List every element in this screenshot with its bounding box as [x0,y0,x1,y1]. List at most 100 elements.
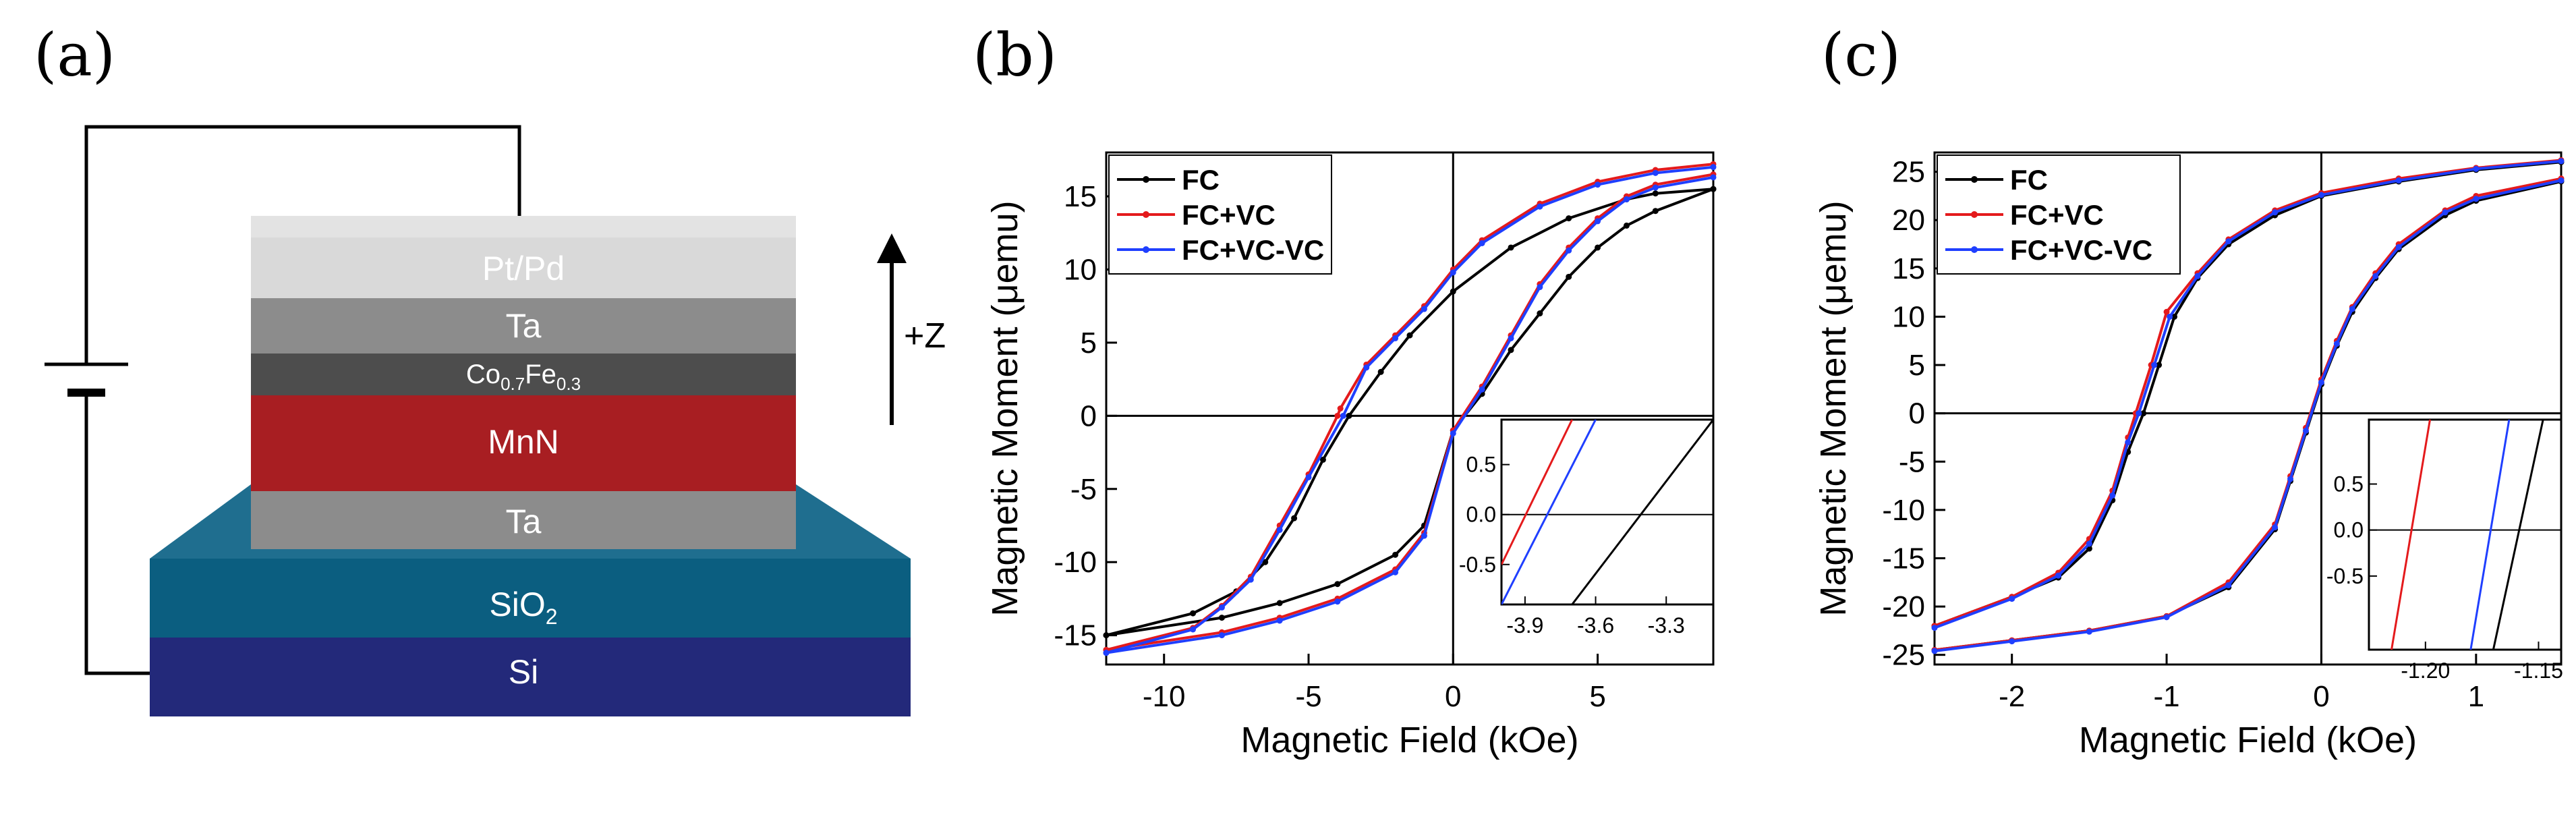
data-point [2473,196,2480,202]
data-point [2125,439,2131,446]
y-tick-label: -5 [1899,445,1925,478]
data-point [1421,306,1427,312]
z-axis-arrow-icon [877,233,907,425]
y-tick-label: -5 [1070,473,1097,506]
y-tick-label: 0 [1081,399,1097,432]
y-tick-label: 10 [1892,300,1925,333]
legend-label: FC+VC-VC [1182,234,1324,266]
legend-marker [1143,211,1149,218]
inset-y-tick-label: -0.5 [2326,564,2364,588]
panel-label-a: (a) [34,20,115,90]
data-point [1566,215,1572,222]
film-stack [251,216,796,549]
data-point [1931,625,1938,631]
y-tick-label: 5 [1909,349,1925,382]
data-point [1337,405,1344,412]
y-tick-label: 5 [1081,327,1097,360]
label-ta-bottom: Ta [506,503,542,540]
x-tick-label: 1 [2468,680,2484,713]
data-point [1190,626,1197,633]
data-point [1710,174,1717,181]
data-point [2318,192,2324,198]
inset-x-tick-label: -3.9 [1506,613,1543,638]
legend-marker [1971,176,1978,183]
x-tick-label: -5 [1295,680,1321,713]
data-point [1291,515,1298,521]
data-point [2473,165,2480,172]
y-tick-label: -25 [1882,639,1925,672]
data-point [1537,310,1543,317]
layer-labels: Pt/Pd Ta Co0.7Fe0.3 MnN Ta SiO2 Si [466,250,581,691]
data-point [1710,186,1717,192]
label-ptpd: Pt/Pd [482,250,565,287]
data-point [2009,596,2015,602]
data-point [1247,576,1254,583]
chart-b: -10 -5 0 5 -15 -10 -5 0 5 10 15 Magnetic Field (kOe… [985,151,1717,760]
label-mnn: MnN [488,423,559,461]
panel-label-c: (c) [1821,20,1901,90]
y-axis-title: Magnetic Moment (μemu) [1813,200,1854,616]
label-sio2: SiO2 [489,586,557,629]
data-point [2372,273,2379,279]
y-tick-label: -20 [1882,590,1925,623]
data-point [1479,239,1485,246]
data-point [2395,177,2402,184]
inset-line-fc [1571,420,1713,604]
data-point [1623,222,1630,229]
data-point [1218,604,1225,611]
legend-label: FC [2010,164,2048,196]
data-point [1931,648,1938,654]
data-point [1262,559,1269,565]
inset-line-fc-plus-vc [2391,420,2432,650]
legend-label: FC [1182,164,1220,196]
inset-y-tick-label: -0.5 [1459,553,1496,577]
inset-line-fc-plus-vc-vc [1501,420,1597,604]
label-ta-top: Ta [506,307,542,345]
series-line-fc-plus-vc-vc-desc [1106,165,1714,654]
data-point [2194,273,2201,279]
data-point [1334,598,1341,605]
inset-line-fc-plus-vc [1501,420,1574,565]
plot-frame [1933,151,2563,666]
data-point [2558,158,2565,165]
data-point [1334,581,1341,588]
plot-frame [1105,151,1715,666]
y-tick-label: -15 [1054,619,1097,652]
data-point [1346,412,1352,419]
legend-marker [1971,211,1978,218]
data-point [2163,308,2170,315]
data-point [1363,364,1370,371]
data-point [1566,247,1572,254]
data-point [1305,474,1312,480]
inset-frame [2368,418,2563,651]
data-point [1566,273,1572,280]
x-tick-label: -10 [1143,680,1186,713]
y-tick-label: -10 [1882,494,1925,527]
inset-line-fc-plus-vc-vc [2469,420,2511,650]
data-point [1276,617,1283,624]
data-point [2156,362,2163,368]
data-point [1450,288,1456,295]
legend-label: FC+VC-VC [2010,234,2152,266]
battery-icon [45,362,128,397]
panel-c: (c) -2 -1 0 1-25-20-15-10-50510152025Magnet… [1813,20,2565,760]
inset-line-fc [2492,420,2544,650]
data-point [1334,412,1341,419]
data-point [1537,284,1543,291]
panel-label-b: (b) [973,20,1057,90]
data-point [1103,632,1110,639]
y-axis-title: Magnetic Moment (μemu) [985,200,1025,616]
data-point [1508,347,1514,354]
x-axis-title: Magnetic Field (kOe) [2079,720,2417,760]
data-point [2009,638,2015,645]
data-point [2163,614,2170,621]
data-point [2558,177,2565,184]
data-point [2395,244,2402,250]
data-point [1652,169,1659,176]
x-tick-label: 5 [1589,680,1605,713]
x-tick-label: -2 [1999,680,2025,713]
data-point [1595,181,1601,188]
